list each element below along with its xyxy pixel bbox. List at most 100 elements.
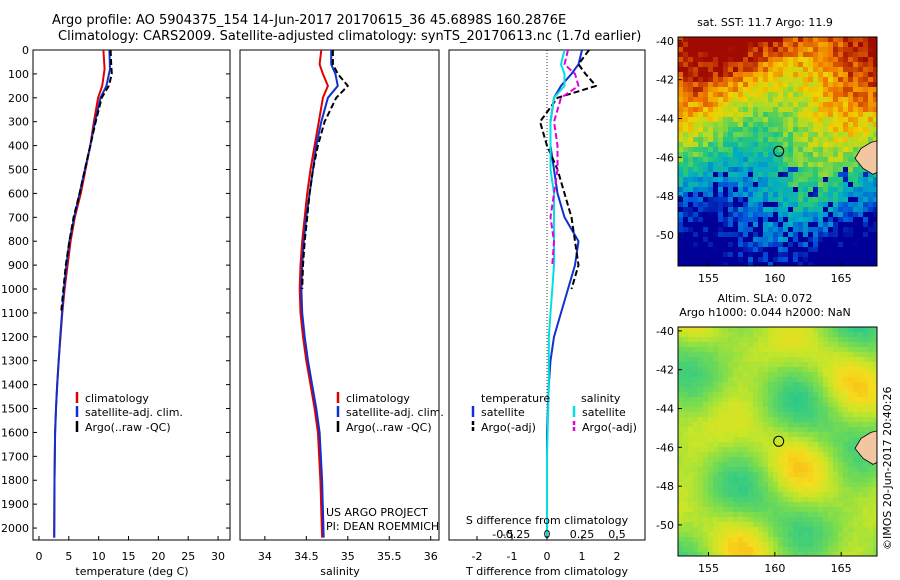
- sla-map-cell: [693, 532, 699, 538]
- sla-map-cell: [743, 522, 749, 528]
- sla-map-cell: [738, 517, 744, 523]
- sla-map-cell: [738, 477, 744, 483]
- sla-map-cell: [778, 347, 784, 353]
- sst-map-cell: [803, 102, 809, 108]
- sst-map-cell: [868, 192, 874, 198]
- sla-map-cell: [833, 507, 839, 513]
- sst-map-cell: [753, 232, 759, 238]
- sst-map-cell: [828, 212, 834, 218]
- sla-map-cell: [748, 547, 754, 553]
- sla-map-cell: [823, 407, 829, 413]
- sla-map-cell: [843, 507, 849, 513]
- sst-map-cell: [698, 247, 704, 253]
- sst-map-cell: [813, 167, 819, 173]
- sst-map-cell: [703, 232, 709, 238]
- sla-map-cell: [788, 502, 794, 508]
- sst-map-cell: [833, 177, 839, 183]
- sst-map-cell: [833, 157, 839, 163]
- sst-map-cell: [778, 52, 784, 58]
- sla-map-cell: [828, 432, 834, 438]
- sla-map-cell: [773, 402, 779, 408]
- difference-legend: temperature salinity satellite Argo(-adj…: [471, 392, 637, 434]
- sla-map-cell: [763, 482, 769, 488]
- sst-map-cell: [793, 92, 799, 98]
- sst-map-cell: [683, 37, 689, 43]
- sst-map-cell: [738, 262, 744, 266]
- sla-map-cell: [823, 342, 829, 348]
- sla-map-cell: [843, 477, 849, 483]
- sla-map-cell: [843, 437, 849, 443]
- sst-map-cell: [768, 167, 774, 173]
- sst-map-cell: [693, 182, 699, 188]
- sst-map-cell: [758, 117, 764, 123]
- sst-map-cell: [768, 82, 774, 88]
- sst-map-cell: [828, 122, 834, 128]
- sla-map-cell: [758, 497, 764, 503]
- sla-map-cell: [828, 397, 834, 403]
- sst-map-cell: [868, 87, 874, 93]
- sst-map-cell: [678, 37, 684, 43]
- sst-map-cell: [778, 47, 784, 53]
- temperature-ytick-label: 900: [8, 259, 29, 272]
- sla-map-cell: [743, 367, 749, 373]
- sla-map-cell: [823, 517, 829, 523]
- sst-map-cell: [808, 162, 814, 168]
- sst-map-cell: [763, 47, 769, 53]
- sla-map-cell: [718, 427, 724, 433]
- sst-map-cell: [713, 247, 719, 253]
- sst-map-cell: [738, 117, 744, 123]
- sst-map-cell: [873, 187, 877, 193]
- sst-map-cell: [858, 242, 864, 248]
- sst-map-cell: [813, 177, 819, 183]
- sst-map-cell: [753, 157, 759, 163]
- sla-map-cell: [783, 372, 789, 378]
- sst-map-cell: [793, 47, 799, 53]
- sla-map-cell: [808, 372, 814, 378]
- sla-map-cell: [718, 487, 724, 493]
- sla-map-cell: [693, 392, 699, 398]
- sla-map-cell: [698, 332, 704, 338]
- sla-map-cell: [683, 402, 689, 408]
- salinity-legend-satellite: satellite-adj. clim.: [346, 406, 444, 419]
- sst-map-cell: [858, 102, 864, 108]
- sst-map-cell: [703, 172, 709, 178]
- sla-map-cell: [728, 437, 734, 443]
- sla-map-cell: [738, 452, 744, 458]
- sst-map-cell: [768, 67, 774, 73]
- sla-map-cell: [698, 477, 704, 483]
- sla-map-cell: [703, 502, 709, 508]
- sla-map-cell: [743, 432, 749, 438]
- sla-map-cell: [753, 492, 759, 498]
- sst-map-cell: [803, 137, 809, 143]
- temperature-ytick-label: 400: [8, 140, 29, 153]
- sla-map-cell: [813, 337, 819, 343]
- sst-map-cell: [703, 42, 709, 48]
- sst-map-cell: [693, 62, 699, 68]
- sst-map-cell: [738, 167, 744, 173]
- sst-map-cell: [753, 47, 759, 53]
- sla-map-cell: [853, 397, 859, 403]
- sst-map-cell: [838, 187, 844, 193]
- sla-map-cell: [768, 417, 774, 423]
- sst-map-cell: [783, 232, 789, 238]
- sla-map-cell: [798, 347, 804, 353]
- sst-map-cell: [793, 212, 799, 218]
- sst-map-cell: [693, 262, 699, 266]
- sst-map-cell: [753, 87, 759, 93]
- sst-map-cell: [808, 227, 814, 233]
- sla-map-cell: [778, 452, 784, 458]
- sst-map-cell: [703, 202, 709, 208]
- sla-map-cell: [848, 372, 854, 378]
- sst-map-ytick-label: -42: [656, 74, 674, 87]
- sla-map-cell: [748, 352, 754, 358]
- sst-map-cell: [763, 262, 769, 266]
- sst-map-cell: [783, 217, 789, 223]
- sla-map-cell: [758, 342, 764, 348]
- sst-map-cell: [848, 142, 854, 148]
- sla-map-cell: [843, 412, 849, 418]
- sla-map-cell: [688, 342, 694, 348]
- sst-map-cell: [723, 82, 729, 88]
- sst-map-cell: [853, 37, 859, 43]
- sla-map-cell: [763, 452, 769, 458]
- sst-map-cell: [688, 152, 694, 158]
